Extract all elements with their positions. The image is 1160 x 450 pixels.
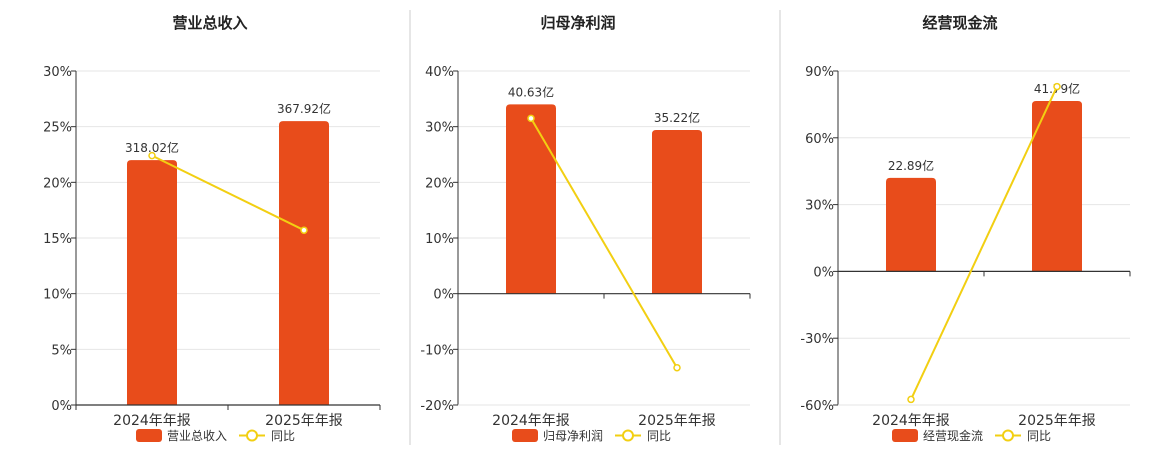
legend-label-line: 同比 [271,429,295,443]
yoy-point [1053,82,1061,91]
x-tick-label: 2025年年报 [638,413,716,429]
y-tick-label: 20% [43,176,72,191]
yoy-point [673,363,681,372]
y-tick-label: 60% [805,132,834,147]
y-tick-label: 0% [813,265,834,280]
x-tick-label: 2024年年报 [492,413,570,429]
y-tick-label: -30% [800,332,834,347]
legend-label-bar: 归母净利润 [543,429,603,443]
chart-title: 经营现金流 [922,14,997,32]
legend-swatch-marker [246,429,258,442]
legend-label-line: 同比 [647,429,671,443]
y-tick-label: 10% [425,232,454,247]
legend-swatch-marker [622,429,634,442]
legend-swatch-bar [136,429,162,442]
legend-label-bar: 经营现金流 [923,428,983,443]
x-tick-label: 2025年年报 [1018,413,1096,429]
chart-panel-2: 归母净利润 40% 30% 20% 10% 0% -10% -20% 40.63亿 35.22亿 2… [420,14,751,443]
y-tick-label: 0% [51,399,72,414]
y-tick-label: 30% [425,121,454,136]
legend: 归母净利润 同比 [512,429,671,443]
y-tick-label: -60% [800,399,834,414]
legend-swatch-bar [892,429,918,442]
y-tick-label: 0% [433,288,454,303]
y-tick-label: 20% [425,176,454,191]
bar [127,160,177,405]
y-tick-label: 10% [43,288,72,303]
legend-swatch-marker [1002,429,1014,442]
yoy-point [907,395,915,404]
chart-title: 营业总收入 [172,14,247,32]
y-tick-label: 30% [43,65,72,80]
bar [1032,101,1082,272]
bar-value-label: 35.22亿 [654,110,700,125]
y-tick-label: 5% [51,343,72,358]
y-tick-label: 30% [805,199,834,214]
chart-panel-1: 营业总收入 30% 25% 20% 15% 10% 5% 0% 318.02亿 367.92亿 20… [43,14,381,443]
bar-value-label: 22.89亿 [888,158,934,173]
bar [506,104,556,294]
y-tick-label: 15% [43,232,72,247]
bar [886,177,936,272]
y-tick-label: 40% [425,65,454,80]
x-tick-label: 2025年年报 [265,413,343,429]
legend: 营业总收入 同比 [136,429,295,443]
yoy-point [148,151,156,160]
yoy-point [300,226,308,234]
legend-label-bar: 营业总收入 [167,429,227,443]
chart-panel-3: 经营现金流90%60%30%0%-30%-60%22.89亿41.79亿2024… [800,14,1131,443]
x-tick-label: 2024年年报 [872,413,950,429]
bar [652,130,702,294]
yoy-point [527,114,535,123]
legend-label-line: 同比 [1027,429,1051,443]
yoy-line [910,86,1058,400]
legend-swatch-bar [512,429,538,442]
yoy-line [151,154,305,232]
y-tick-label: -10% [420,343,454,358]
legend: 经营现金流 同比 [892,428,1051,443]
yoy-line [530,117,678,369]
bar [279,121,329,405]
chart-title: 归母净利润 [540,14,615,32]
bar-value-label: 40.63亿 [508,84,554,99]
y-tick-label: -20% [420,399,454,414]
bar-value-label: 367.92亿 [277,101,331,116]
x-tick-label: 2024年年报 [113,413,191,429]
bar-value-label: 318.02亿 [125,140,179,155]
y-tick-label: 90% [805,65,834,80]
y-tick-label: 25% [43,121,72,136]
